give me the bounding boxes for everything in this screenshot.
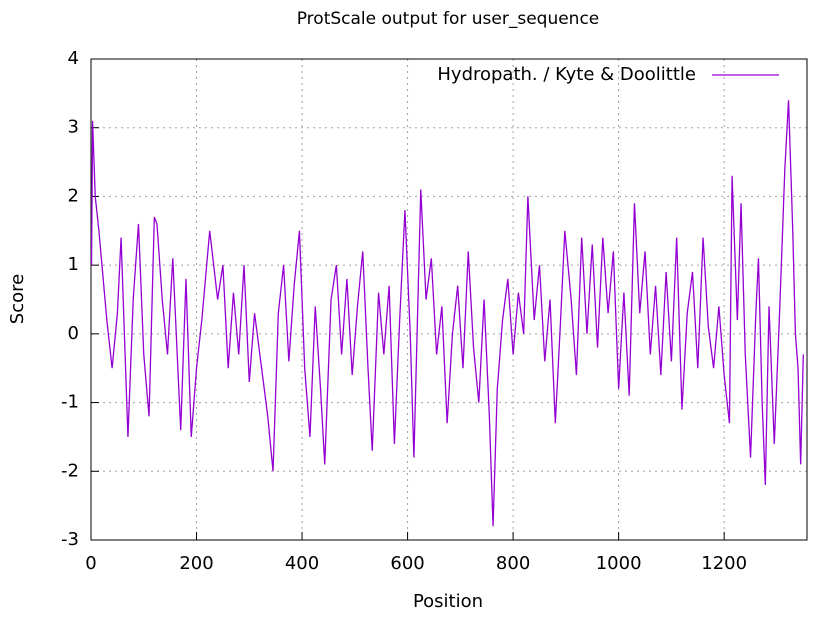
x-axis-label: Position [413, 591, 483, 612]
y-tick-label: 1 [68, 254, 79, 275]
chart-title: ProtScale output for user_sequence [297, 9, 600, 29]
legend-label: Hydropath. / Kyte & Doolittle [437, 64, 696, 85]
y-tick-label: 4 [68, 48, 79, 69]
x-tick-label: 0 [85, 553, 96, 574]
y-tick-label: -2 [61, 460, 79, 481]
y-tick-label: 0 [68, 323, 79, 344]
data-line [90, 100, 804, 527]
x-tick-label: 600 [390, 553, 424, 574]
y-tick-label: -3 [61, 529, 79, 550]
x-tick-label: 1000 [596, 553, 642, 574]
y-tick-label: -1 [61, 392, 79, 413]
y-tick-label: 2 [68, 185, 79, 206]
x-tick-label: 200 [179, 553, 213, 574]
y-axis-label: Score [7, 274, 28, 324]
x-tick-label: 400 [285, 553, 319, 574]
x-tick-label: 800 [496, 553, 530, 574]
y-tick-label: 3 [68, 117, 79, 138]
plot-border [90, 58, 808, 541]
x-tick-label: 1200 [701, 553, 747, 574]
